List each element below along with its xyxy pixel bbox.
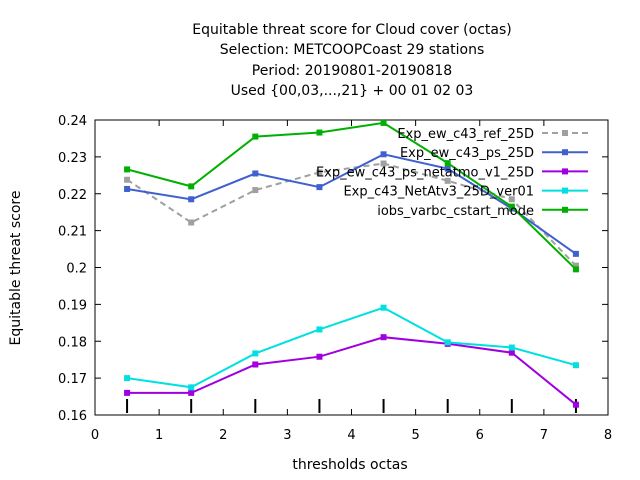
legend-label: Exp_ew_c43_ps_netatmo_v1_25D — [316, 165, 534, 180]
legend-entry: iobs_varbc_cstart_mode — [377, 204, 588, 219]
data-point — [572, 401, 579, 408]
data-point — [188, 219, 195, 226]
x-tick-label: 5 — [411, 428, 419, 443]
data-point — [380, 160, 387, 167]
title-line-2: Selection: METCOOPCoast 29 stations — [220, 42, 485, 58]
data-series — [124, 119, 579, 408]
legend-label: Exp_c43_NetAtv3_25D_ver01 — [343, 185, 534, 200]
data-point — [444, 160, 451, 167]
data-point — [316, 326, 323, 333]
data-point — [508, 203, 515, 210]
data-point — [444, 165, 451, 172]
data-point — [124, 185, 131, 192]
x-tick-label: 3 — [283, 428, 291, 443]
legend: Exp_ew_c43_ref_25D Exp_ew_c43_ps_25D Exp_e… — [316, 127, 588, 219]
data-point — [252, 170, 259, 177]
data-point — [124, 389, 131, 396]
data-point — [188, 196, 195, 203]
legend-entry: Exp_c43_NetAtv3_25D_ver01 — [343, 185, 588, 200]
x-tick-label: 7 — [540, 428, 548, 443]
x-tick-label: 0 — [91, 428, 99, 443]
legend-label: Exp_ew_c43_ref_25D — [397, 127, 534, 142]
x-tick-label: 1 — [155, 428, 163, 443]
legend-swatch-marker — [562, 149, 568, 156]
data-point — [444, 177, 451, 184]
legend-swatch-marker — [562, 168, 568, 175]
data-point — [316, 129, 323, 136]
legend-entry: Exp_ew_c43_ref_25D — [397, 127, 588, 142]
data-point — [380, 151, 387, 158]
plot-frame — [94, 119, 609, 416]
x-tick-label: 8 — [604, 428, 612, 443]
data-point — [252, 187, 259, 194]
legend-swatch-marker — [562, 130, 568, 136]
series-0 — [124, 160, 579, 269]
legend-swatch-marker — [562, 206, 568, 213]
legend-swatch-marker — [562, 187, 568, 194]
legend-label: iobs_varbc_cstart_mode — [377, 204, 534, 219]
legend-entry: Exp_ew_c43_ps_netatmo_v1_25D — [316, 165, 588, 180]
data-point — [316, 353, 323, 360]
data-point — [124, 176, 131, 183]
series-line — [127, 336, 577, 406]
title-line-3: Period: 20190801-20190818 — [252, 63, 452, 79]
data-point — [572, 266, 579, 273]
data-point — [508, 196, 515, 203]
y-tick-label: 0.2 — [66, 262, 87, 277]
data-point — [124, 166, 131, 173]
data-point — [572, 250, 579, 257]
y-tick-label: 0.22 — [58, 188, 87, 203]
data-point — [188, 183, 195, 190]
data-point — [572, 362, 579, 369]
x-axis-label: thresholds octas — [292, 457, 407, 473]
title-line-4: Used {00,03,...,21} + 00 01 02 03 — [231, 83, 474, 99]
series-line — [126, 306, 577, 389]
y-tick-label: 0.24 — [58, 114, 87, 129]
legend-label: Exp_ew_c43_ps_25D — [400, 146, 534, 161]
series-4 — [124, 119, 579, 273]
data-point — [124, 375, 131, 382]
y-tick-label: 0.21 — [58, 225, 87, 240]
data-point — [252, 133, 259, 140]
x-tick-label: 6 — [476, 428, 484, 443]
series-line — [126, 121, 577, 271]
y-tick-label: 0.16 — [58, 409, 87, 424]
y-tick-label: 0.19 — [58, 298, 87, 313]
y-tick-label: 0.17 — [58, 372, 87, 387]
data-point — [316, 184, 323, 191]
data-point — [508, 344, 515, 351]
series-3 — [124, 304, 579, 391]
data-point — [444, 339, 451, 346]
data-point — [252, 361, 259, 368]
data-point — [316, 169, 323, 176]
series-line — [126, 162, 577, 267]
axis-ticks: 0 1 2 3 4 5 6 7 8 0.16 0.17 0.18 0.19 0.2 0.21 0.22 0.23… — [58, 114, 612, 443]
x-tick-label: 4 — [347, 428, 355, 443]
data-point — [572, 262, 579, 269]
x-tick-label: 2 — [219, 428, 227, 443]
legend-entry: Exp_ew_c43_ps_25D — [400, 146, 588, 161]
data-point — [188, 384, 195, 391]
data-point — [380, 334, 387, 341]
series-line — [126, 153, 577, 255]
y-tick-label: 0.18 — [58, 335, 87, 350]
data-point — [508, 349, 515, 356]
data-point — [188, 389, 195, 396]
data-point — [380, 119, 387, 126]
y-axis-label: Equitable threat score — [8, 191, 24, 346]
y-tick-label: 0.23 — [58, 151, 87, 166]
title-line-1: Equitable threat score for Cloud cover (… — [192, 22, 511, 38]
data-point — [380, 304, 387, 311]
sample-markers — [126, 399, 577, 413]
chart-title: Equitable threat score for Cloud cover (… — [192, 22, 511, 99]
data-point — [252, 350, 259, 357]
